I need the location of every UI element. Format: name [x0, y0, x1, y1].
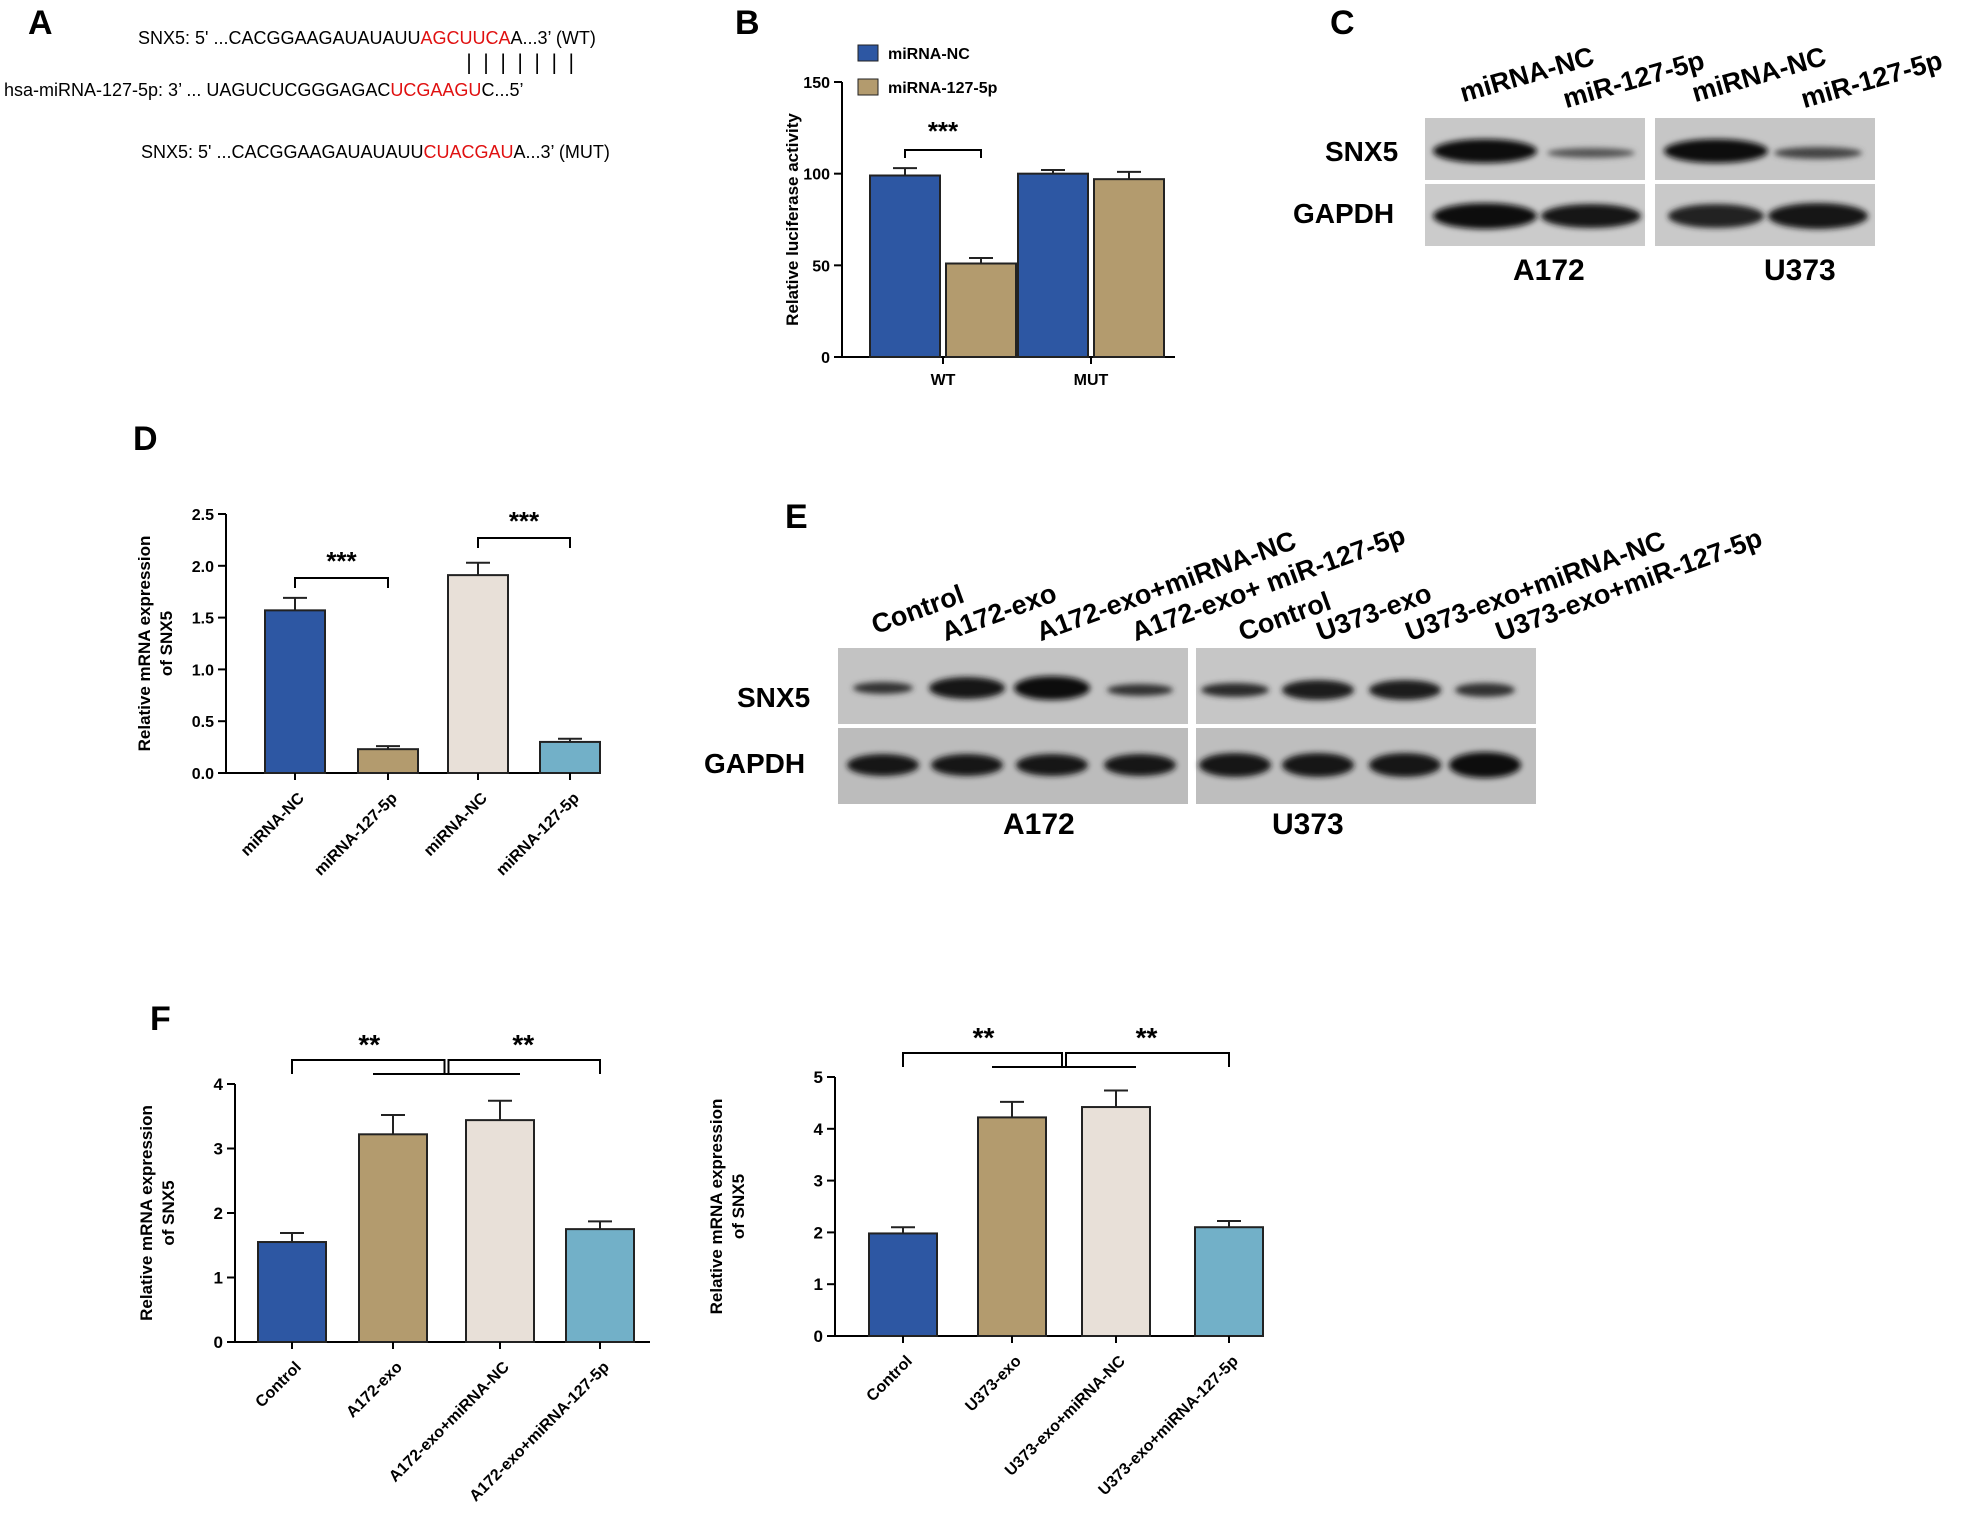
bar — [264, 609, 326, 775]
y-axis-label: Relative mRNA expression — [135, 536, 154, 752]
y-tick-label: 4 — [214, 1075, 224, 1094]
y-axis-label: Relative luciferase activity — [783, 113, 802, 326]
y-tick-label: 1 — [814, 1275, 823, 1294]
bar — [1194, 1226, 1264, 1337]
y-axis-label: Relative mRNA expression — [707, 1099, 726, 1315]
base-pairing-marks: ||||||| — [463, 50, 583, 74]
blot-c-cell-label: U373 — [1764, 254, 1836, 287]
y-axis-label: of SNX5 — [729, 1174, 748, 1239]
y-axis-label: of SNX5 — [157, 611, 176, 676]
significance-label: ** — [512, 1029, 534, 1060]
blot-c-cell-label: A172 — [1513, 254, 1585, 287]
mut-suffix: A...3’ (MUT) — [513, 142, 610, 162]
y-tick-label: 1 — [214, 1269, 223, 1288]
bar — [565, 1228, 635, 1343]
mirna-seed-site: UCGAAGU — [390, 80, 482, 100]
y-tick-label: 0.0 — [192, 766, 214, 783]
y-tick-label: 50 — [812, 258, 830, 275]
significance-bracket — [904, 149, 982, 158]
significance-bracket — [477, 537, 571, 548]
significance-bracket — [902, 1052, 1063, 1067]
wt-suffix: A...3’ (WT) — [510, 28, 596, 48]
y-tick-label: 3 — [814, 1172, 823, 1191]
bar — [977, 1116, 1047, 1338]
legend-label: miRNA-127-5p — [888, 80, 998, 97]
panel-label-d: D — [133, 420, 158, 458]
y-tick-label: 2.0 — [192, 559, 214, 576]
y-tick-label: 0 — [814, 1327, 823, 1346]
y-tick-label: 0 — [821, 350, 830, 367]
panel-label-f: F — [150, 1000, 171, 1038]
panel-label-a: A — [28, 4, 53, 42]
significance-label: ** — [358, 1029, 380, 1060]
wt-prefix: SNX5: 5' ...CACGGAAGAUAUAUU — [138, 28, 421, 48]
wt-binding-site: AGCUUCA — [420, 28, 511, 48]
y-tick-label: 0 — [214, 1333, 223, 1352]
bar — [945, 262, 1017, 358]
significance-label: *** — [509, 506, 540, 536]
blot-c-row-label: GAPDH — [1293, 198, 1395, 229]
y-tick-label: 150 — [803, 75, 830, 92]
y-tick-label: 1.0 — [192, 662, 214, 679]
significance-label: ** — [973, 1022, 995, 1053]
bar — [1017, 172, 1089, 358]
y-tick-label: 2 — [214, 1204, 223, 1223]
x-tick-label: MUT — [1074, 372, 1109, 389]
significance-label: *** — [928, 116, 959, 146]
bar — [358, 1133, 428, 1344]
mut-binding-site: CUACGAU — [423, 142, 514, 162]
y-tick-label: 4 — [814, 1120, 824, 1139]
mut-sequence: SNX5: 5' ...CACGGAAGAUAUAUUCUACGAUA...3’… — [141, 142, 610, 163]
mirna-prefix: hsa-miRNA-127-5p: 3’ ... UAGUCUCGGGAGAC — [4, 80, 391, 100]
y-tick-label: 2.5 — [192, 507, 214, 524]
blot-e-row-label: SNX5 — [737, 682, 811, 713]
blot-c-row-label: SNX5 — [1325, 136, 1399, 167]
y-tick-label: 1.5 — [192, 611, 214, 628]
mirna-sequence: hsa-miRNA-127-5p: 3’ ... UAGUCUCGGGAGACU… — [4, 80, 523, 101]
y-axis-label: Relative mRNA expression — [137, 1105, 156, 1321]
blot-e-cell-label: U373 — [1272, 808, 1344, 841]
significance-bracket — [447, 1059, 601, 1074]
mut-prefix: SNX5: 5' ...CACGGAAGAUAUAUU — [141, 142, 424, 162]
panel-label-e: E — [785, 498, 808, 536]
panel-label-b: B — [735, 4, 760, 42]
significance-label: ** — [1136, 1022, 1158, 1053]
significance-bracket — [1065, 1052, 1230, 1067]
mirna-suffix: C...5’ — [481, 80, 524, 100]
significance-bracket — [294, 577, 389, 588]
legend-label: miRNA-NC — [888, 46, 970, 63]
y-axis-label: of SNX5 — [159, 1180, 178, 1245]
significance-label: *** — [326, 546, 357, 576]
y-tick-label: 5 — [814, 1068, 823, 1087]
y-tick-label: 0.5 — [192, 714, 214, 731]
blot-e-cell-label: A172 — [1003, 808, 1075, 841]
bar — [539, 740, 601, 774]
panel-label-c: C — [1330, 4, 1355, 42]
bar — [868, 1232, 938, 1338]
y-tick-label: 2 — [814, 1223, 823, 1242]
legend-swatch — [857, 78, 879, 96]
legend-swatch — [857, 44, 879, 62]
bar — [869, 174, 941, 358]
wt-sequence: SNX5: 5' ...CACGGAAGAUAUAUUAGCUUCAA...3’… — [138, 28, 596, 49]
bar — [465, 1119, 535, 1343]
bar — [257, 1241, 327, 1344]
significance-bracket — [291, 1059, 446, 1074]
x-tick-label: WT — [931, 372, 956, 389]
y-tick-label: 100 — [803, 167, 830, 184]
y-tick-label: 3 — [214, 1140, 223, 1159]
blot-e-row-label: GAPDH — [704, 748, 806, 779]
